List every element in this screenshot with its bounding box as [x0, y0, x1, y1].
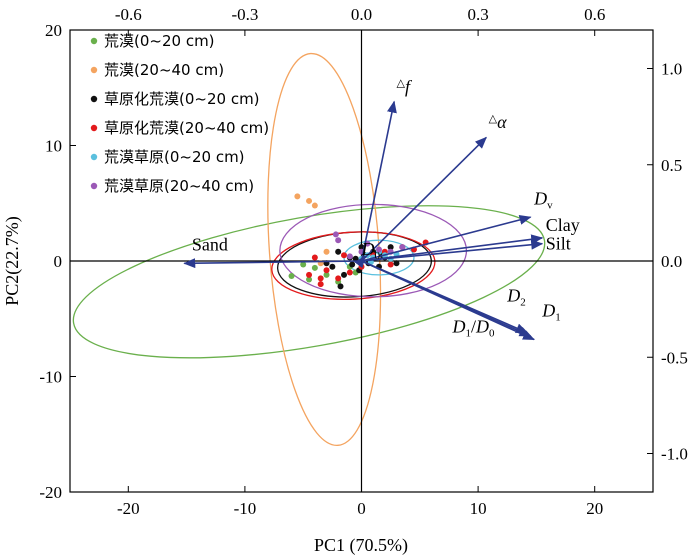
data-point	[387, 244, 394, 251]
vector-label: Dv​	[533, 188, 553, 211]
data-point	[375, 246, 382, 253]
data-point	[349, 261, 356, 268]
data-point	[311, 254, 318, 261]
plot-frame	[69, 29, 654, 493]
legend-label: 荒漠草原(20~40 cm)	[104, 177, 254, 195]
data-point	[323, 271, 330, 278]
y-tick-label: 20	[45, 21, 62, 40]
x-tick-label: -10	[234, 499, 257, 518]
right-tick-label: 0.5	[661, 156, 682, 175]
loading-arrow	[354, 255, 366, 269]
y-tick-label: 10	[45, 137, 62, 156]
right-tick-label: -0.5	[661, 348, 688, 367]
legend-marker	[90, 182, 98, 190]
loading-arrow	[361, 234, 544, 262]
legend-label: 荒漠(0~20 cm)	[104, 32, 215, 50]
loading-arrow	[360, 136, 487, 262]
loading-arrow	[360, 100, 397, 262]
vector-label: D0​	[361, 239, 381, 262]
x-tick-label: 0	[357, 499, 366, 518]
data-point	[335, 237, 342, 244]
data-point	[341, 252, 348, 259]
data-point	[300, 261, 307, 268]
data-point	[341, 271, 348, 278]
legend-marker	[90, 66, 98, 74]
data-point	[317, 281, 324, 288]
loading-arrow	[361, 215, 532, 262]
vector-label: D1​/D0​	[451, 317, 495, 340]
loading-arrow	[183, 258, 362, 269]
x-tick-label: -20	[117, 499, 140, 518]
vector-label: Sand	[192, 235, 228, 255]
loading-arrow	[361, 260, 528, 334]
data-point	[332, 231, 339, 238]
legend-marker	[90, 95, 98, 103]
vector-label: Clay	[546, 215, 580, 235]
data-point	[358, 263, 365, 270]
vector-label: △f	[396, 76, 412, 96]
x-tick-label: 10	[470, 499, 487, 518]
legend-label: 草原化荒漠(20~40 cm)	[104, 119, 269, 137]
x-axis-label: PC1 (70.5%)	[314, 535, 408, 556]
data-point	[288, 273, 295, 280]
data-point	[335, 248, 342, 255]
data-point	[387, 261, 394, 268]
data-point	[311, 264, 318, 271]
legend-label: 草原化荒漠(0~20 cm)	[104, 90, 260, 108]
y-tick-label: -10	[39, 368, 62, 387]
data-point	[393, 260, 400, 267]
top-tick-label: -0.6	[115, 5, 142, 24]
data-point	[335, 275, 342, 282]
data-point	[323, 248, 330, 255]
vector-label: △α	[489, 112, 507, 132]
data-point	[317, 275, 324, 282]
right-tick-label: 0.0	[661, 252, 682, 271]
top-tick-label: 0.3	[467, 5, 488, 24]
axes: -20 -10 0 10 20 -20 -10 0 10 20 -0.6 -0.3 0.0 0.3 0.6 -…	[39, 5, 688, 518]
right-tick-label: -1.0	[661, 445, 688, 464]
data-point	[399, 244, 406, 251]
data-point	[337, 283, 344, 290]
right-tick-label: 1.0	[661, 60, 682, 79]
legend-label: 荒漠草原(0~20 cm)	[104, 148, 245, 166]
legend-marker	[90, 153, 98, 161]
vector-label: Silt	[546, 233, 571, 253]
data-point	[306, 197, 313, 204]
data-point	[329, 263, 336, 270]
legend-label: 荒漠(20~40 cm)	[104, 61, 224, 79]
data-point	[306, 276, 313, 283]
y-tick-label: 0	[54, 252, 63, 271]
legend-marker	[90, 37, 98, 45]
y-axis-label: PC2(22.7%)	[2, 216, 23, 306]
legend-marker	[90, 124, 98, 132]
data-point	[358, 244, 365, 251]
x-tick-label: 20	[586, 499, 603, 518]
data-point	[306, 271, 313, 278]
vector-label: D2​	[506, 285, 526, 308]
y-tick-label: -20	[39, 483, 62, 502]
top-tick-label: 0.6	[584, 5, 605, 24]
data-point	[346, 269, 353, 276]
data-point	[294, 193, 301, 200]
confidence-ellipse	[267, 52, 382, 447]
vector-label: D1​	[541, 300, 561, 323]
top-tick-label: -0.3	[231, 5, 258, 24]
data-point	[311, 202, 318, 209]
top-tick-label: 0.0	[351, 5, 372, 24]
data-point	[346, 253, 353, 260]
data-point	[323, 267, 330, 274]
legend: 荒漠(0~20 cm) 荒漠(20~40 cm) 草原化荒漠(0~20 cm) 草原化…	[90, 32, 269, 195]
loading-arrow	[361, 239, 544, 262]
confidence-ellipse	[72, 205, 546, 359]
